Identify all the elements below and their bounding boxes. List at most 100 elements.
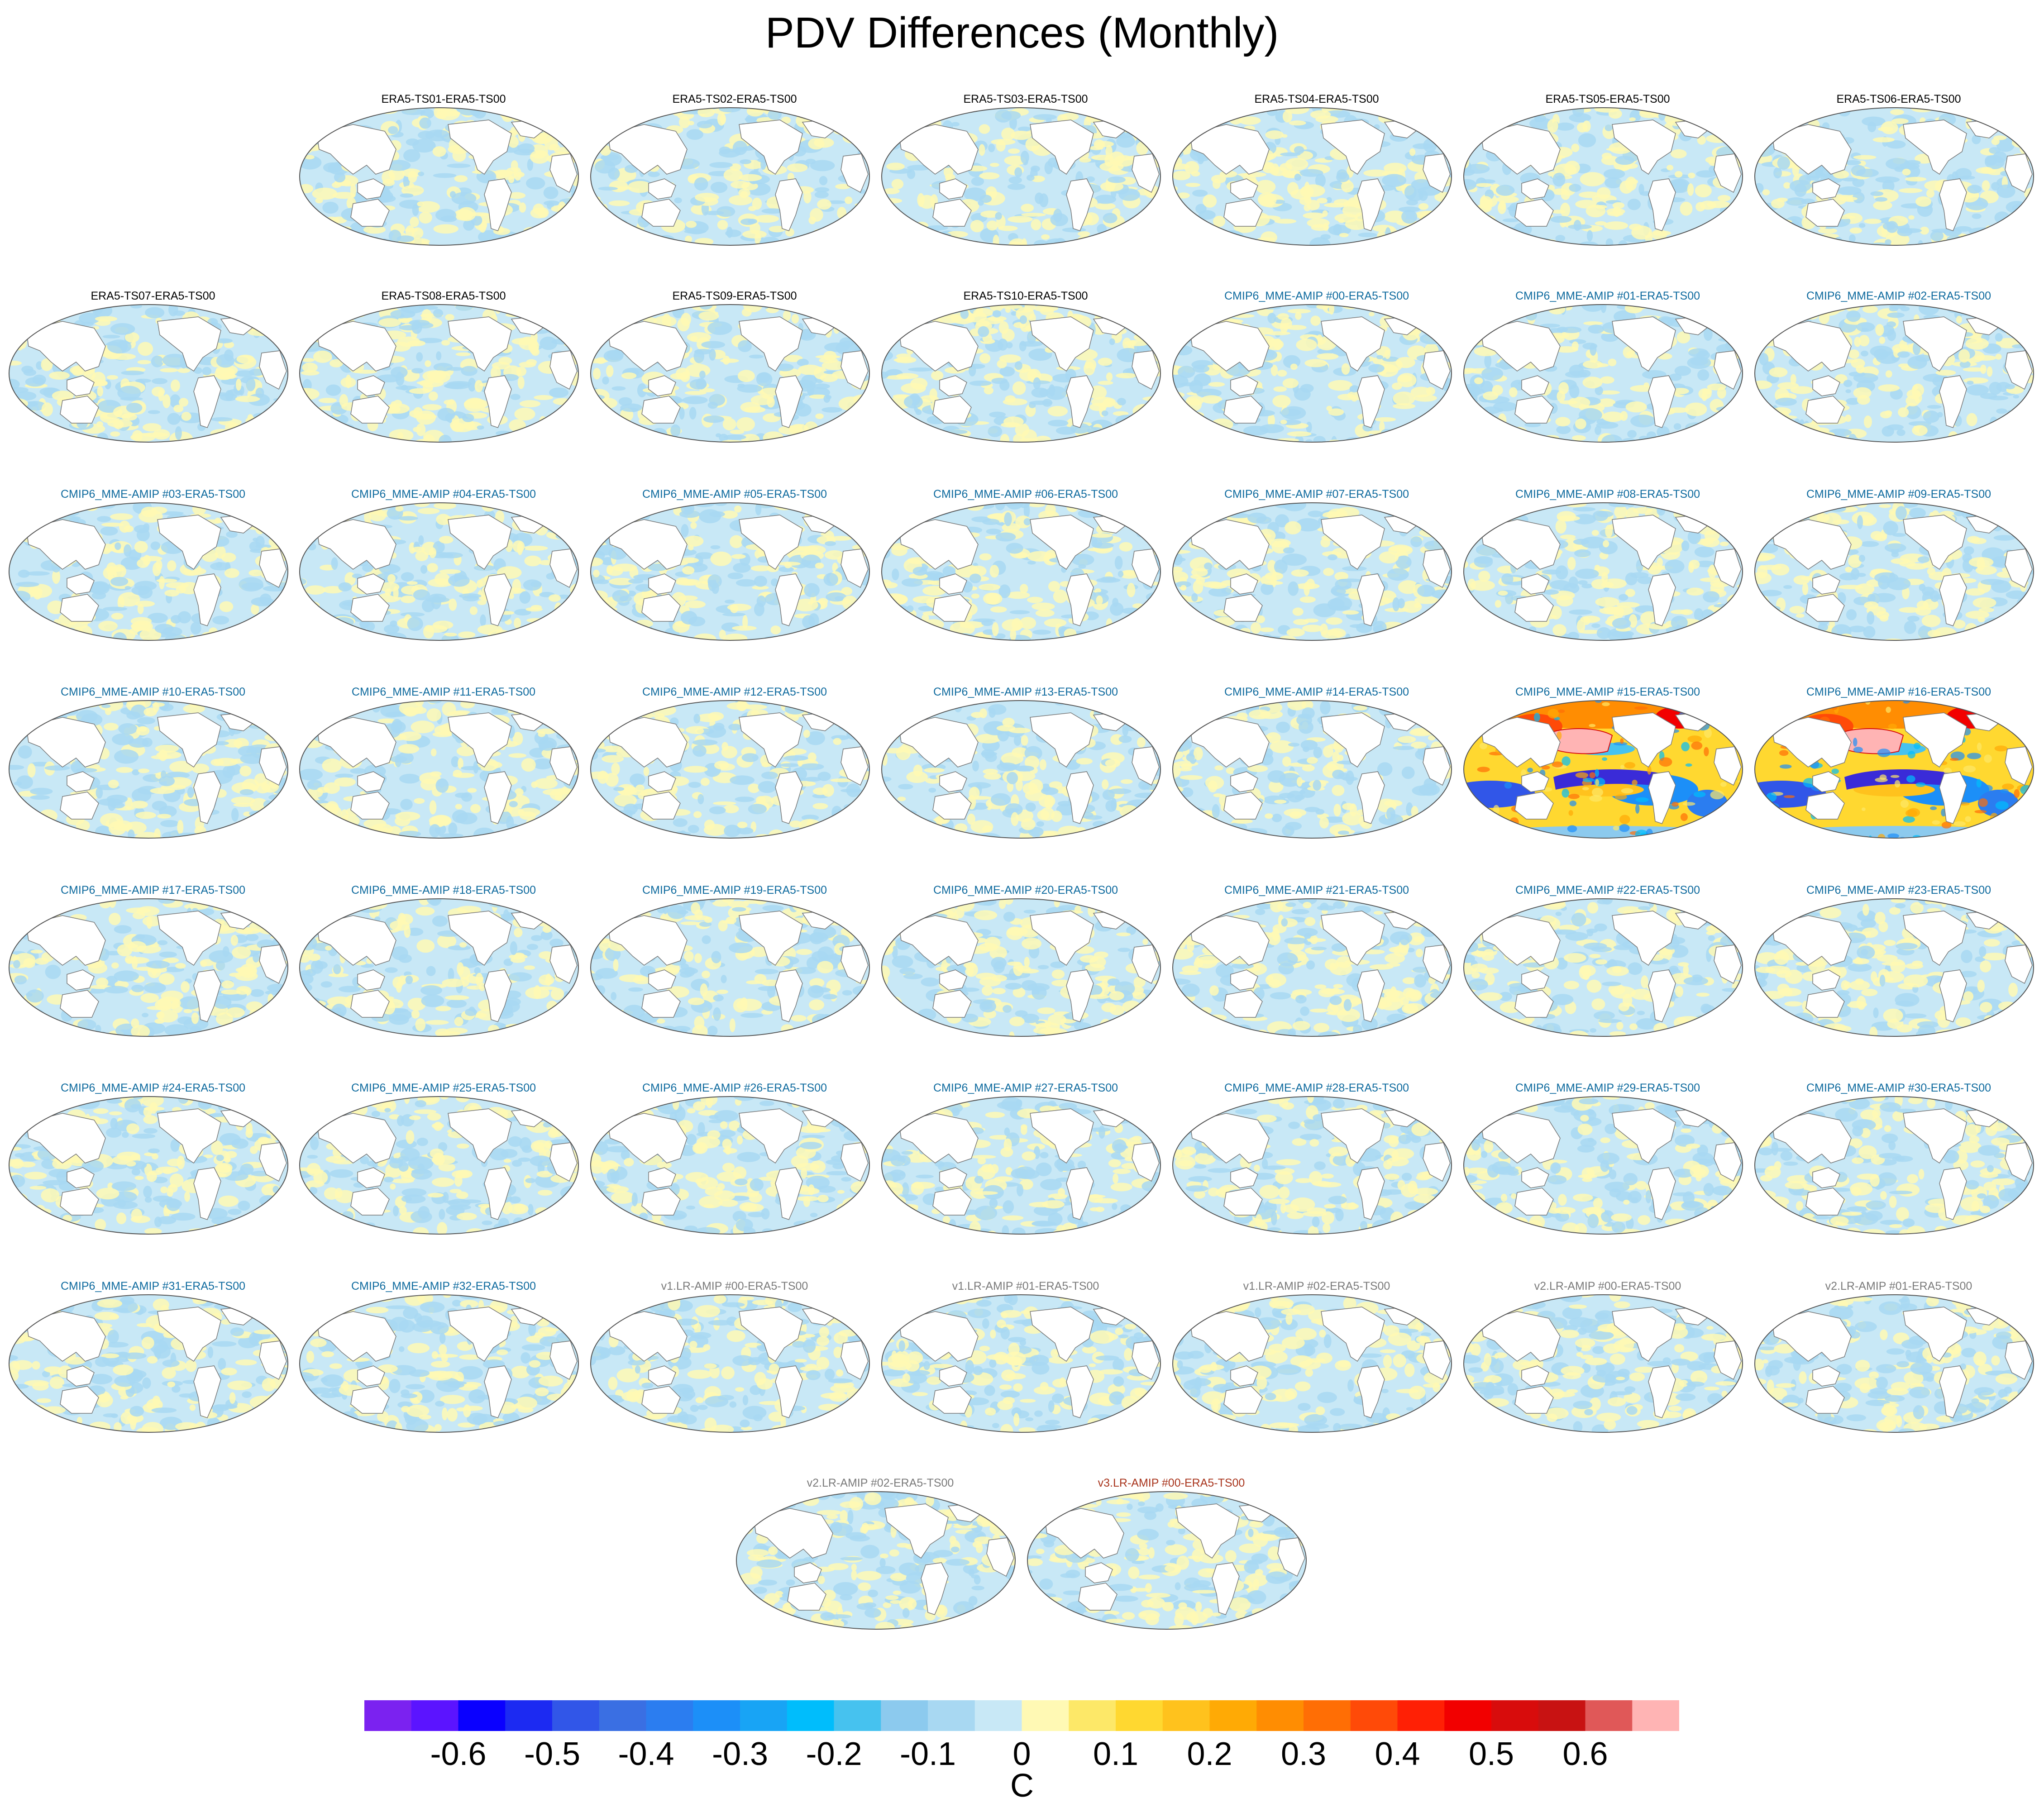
land-mass xyxy=(739,1307,803,1362)
panel-title: CMIP6_MME-AMIP #13-ERA5-TS00 xyxy=(933,686,1118,698)
land-mass xyxy=(1772,124,1852,175)
land-mass xyxy=(1772,717,1852,768)
land-mass xyxy=(357,771,385,792)
land-mass xyxy=(357,1365,385,1387)
map-plot xyxy=(1754,304,2034,443)
map-panel: CMIP6_MME-AMIP #25-ERA5-TS00 xyxy=(299,1082,588,1272)
land-mass xyxy=(1939,969,1967,1022)
land-mass xyxy=(1078,1583,1118,1611)
panel-title: CMIP6_MME-AMIP #03-ERA5-TS00 xyxy=(61,488,245,501)
map-panel: v2.LR-AMIP #01-ERA5-TS00 xyxy=(1754,1280,2044,1470)
land-mass xyxy=(794,1562,822,1583)
land-mass xyxy=(1480,915,1561,966)
colorbar-tick-label: -0.2 xyxy=(806,1736,862,1772)
land-mass xyxy=(1321,1108,1385,1164)
land-mass xyxy=(1514,792,1554,820)
land-mass xyxy=(1805,1386,1845,1414)
map-panel: CMIP6_MME-AMIP #30-ERA5-TS00 xyxy=(1754,1082,2044,1272)
land-mass xyxy=(1939,1365,1967,1418)
map-border xyxy=(1463,1096,1743,1235)
land-mass xyxy=(884,1503,949,1559)
land-mass xyxy=(1066,375,1094,428)
map-panel: ERA5-TS08-ERA5-TS00 xyxy=(299,290,588,480)
land-mass xyxy=(739,1108,803,1164)
panel-title: CMIP6_MME-AMIP #31-ERA5-TS00 xyxy=(61,1280,245,1292)
sst-difference-field xyxy=(1173,899,1452,1036)
colorbar-swatch xyxy=(1444,1700,1492,1731)
map-panel: CMIP6_MME-AMIP #03-ERA5-TS00 xyxy=(8,488,298,678)
land-mass xyxy=(1030,712,1094,768)
map-border xyxy=(881,700,1161,839)
land-mass xyxy=(350,1187,390,1216)
map-panel: CMIP6_MME-AMIP #22-ERA5-TS00 xyxy=(1463,884,1753,1074)
map-border xyxy=(881,304,1161,443)
land-mass xyxy=(357,1167,385,1188)
map-plot xyxy=(9,502,288,641)
panel-title: CMIP6_MME-AMIP #23-ERA5-TS00 xyxy=(1806,884,1991,897)
land-mass xyxy=(1521,178,1549,200)
colorbar-tick-labels: -0.6 -0.5 -0.4 -0.3 -0.2 -0.1 0 0.1 0.2 0.3 0.4 0.5… xyxy=(0,1736,2044,1776)
land-mass xyxy=(1903,316,1967,372)
land-mass xyxy=(193,1167,221,1220)
land-mass xyxy=(898,1311,979,1362)
land-mass xyxy=(316,124,396,175)
panel-title: ERA5-TS05-ERA5-TS00 xyxy=(1545,93,1670,105)
map-panel: CMIP6_MME-AMIP #08-ERA5-TS00 xyxy=(1463,488,1753,678)
land-mass xyxy=(1805,1187,1845,1216)
land-mass xyxy=(1357,1365,1385,1418)
map-border xyxy=(299,1294,579,1433)
map-panel: CMIP6_MME-AMIP #18-ERA5-TS00 xyxy=(299,884,588,1074)
land-mass xyxy=(607,1311,688,1362)
map-panel: CMIP6_MME-AMIP #19-ERA5-TS00 xyxy=(590,884,879,1074)
land-mass xyxy=(1230,375,1258,396)
map-plot xyxy=(1754,1096,2034,1235)
land-mass xyxy=(67,375,95,396)
colorbar-swatch xyxy=(1304,1700,1351,1731)
land-mass xyxy=(316,915,396,966)
map-panel: CMIP6_MME-AMIP #04-ERA5-TS00 xyxy=(299,488,588,678)
land-mass xyxy=(939,375,967,396)
land-mass xyxy=(1066,969,1094,1022)
land-mass xyxy=(1514,199,1554,227)
land-mass xyxy=(1357,375,1385,428)
land-mass xyxy=(775,1365,803,1418)
colorbar-unit-label: C xyxy=(1010,1768,1034,1804)
land-mass xyxy=(607,1113,688,1164)
colorbar-tick-label: -0.1 xyxy=(899,1736,956,1772)
map-plot xyxy=(881,304,1161,443)
map-panel: CMIP6_MME-AMIP #20-ERA5-TS00 xyxy=(881,884,1170,1074)
land-mass xyxy=(350,792,390,820)
colorbar-swatch xyxy=(881,1700,928,1731)
land-mass xyxy=(607,519,688,570)
land-mass xyxy=(939,178,967,200)
map-border xyxy=(1754,502,2034,641)
land-mass xyxy=(67,573,95,595)
colorbar-tick-label: 0.5 xyxy=(1468,1736,1514,1772)
map-border xyxy=(1463,700,1743,839)
map-plot xyxy=(9,304,288,443)
panel-title: CMIP6_MME-AMIP #14-ERA5-TS00 xyxy=(1224,686,1409,698)
land-mass xyxy=(1189,519,1270,570)
land-mass xyxy=(484,178,512,231)
land-mass xyxy=(932,990,972,1018)
panel-title: CMIP6_MME-AMIP #25-ERA5-TS00 xyxy=(351,1082,536,1094)
land-mass xyxy=(67,969,95,991)
land-mass xyxy=(939,969,967,991)
land-mass xyxy=(1044,1508,1124,1559)
map-border xyxy=(1463,107,1743,246)
land-mass xyxy=(357,969,385,991)
panel-title: ERA5-TS07-ERA5-TS00 xyxy=(91,290,215,302)
sst-difference-field xyxy=(9,899,288,1036)
land-mass xyxy=(60,1187,99,1216)
map-border xyxy=(1754,107,2034,246)
map-panel: ERA5-TS10-ERA5-TS00 xyxy=(881,290,1170,480)
land-mass xyxy=(1805,594,1845,622)
land-mass xyxy=(1223,1386,1263,1414)
map-plot xyxy=(590,898,870,1037)
land-mass xyxy=(1612,316,1676,372)
map-border xyxy=(299,304,579,443)
map-plot xyxy=(299,898,579,1037)
land-mass xyxy=(1772,519,1852,570)
map-plot xyxy=(1463,1096,1743,1235)
sst-difference-field xyxy=(300,1097,578,1234)
